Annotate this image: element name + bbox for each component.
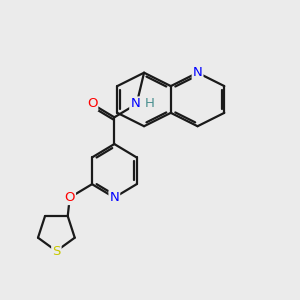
Text: S: S xyxy=(52,244,61,258)
Text: O: O xyxy=(87,98,97,110)
Text: H: H xyxy=(145,98,155,110)
Text: N: N xyxy=(130,98,140,110)
Text: N: N xyxy=(193,66,202,79)
Text: O: O xyxy=(64,191,75,204)
Text: N: N xyxy=(110,191,119,204)
